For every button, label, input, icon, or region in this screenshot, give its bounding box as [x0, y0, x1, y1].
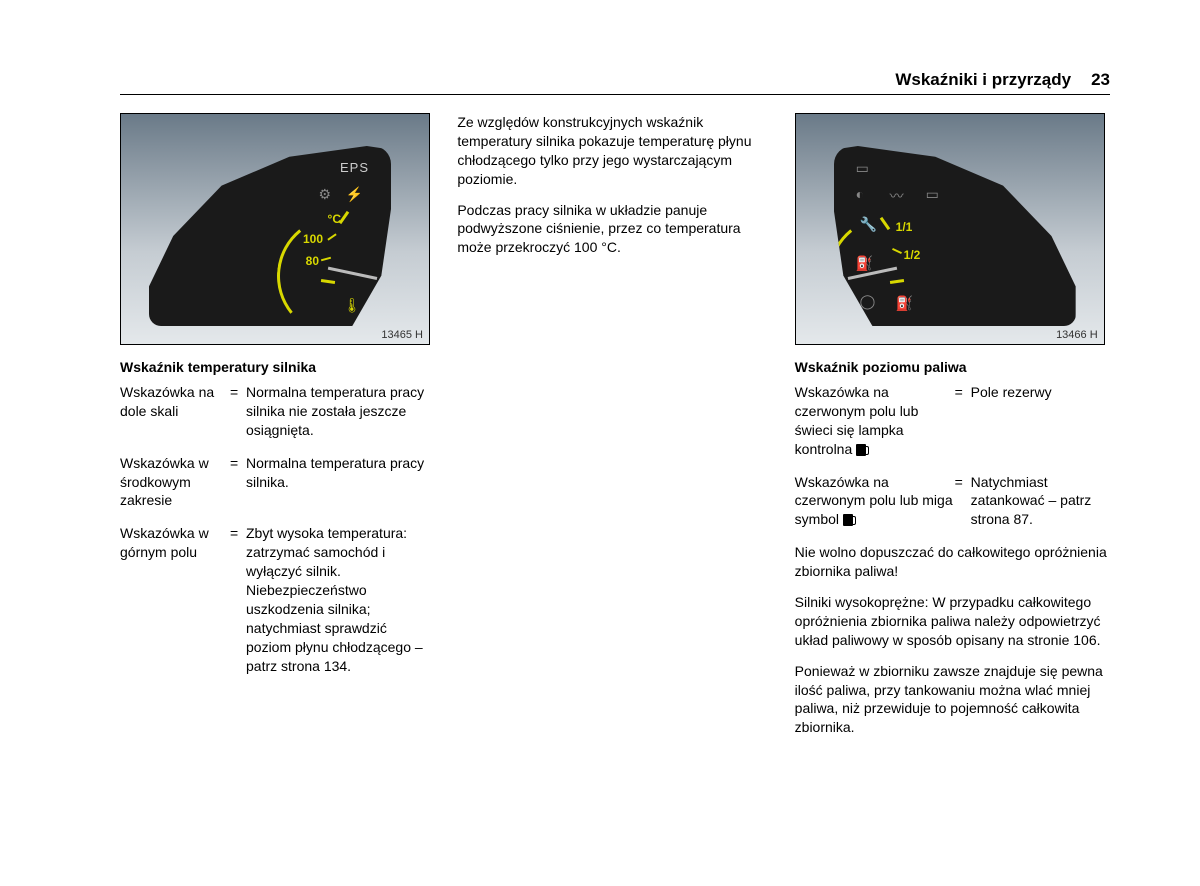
engine-icon: ⚡ [346, 186, 363, 203]
temperature-gauge-figure: EPS ⚙ ⚡ °C 100 80 🌡 13465 H [120, 113, 430, 345]
gauge-cluster-right: ▭ ◐ 〰 ▭ 🔧 1/1 1/2 ⛽ ⛽ ◯ [834, 146, 1076, 326]
content-columns: EPS ⚙ ⚡ °C 100 80 🌡 13465 H Wskaźnik tem… [120, 113, 1110, 749]
page-number: 23 [1091, 70, 1110, 90]
eps-label: EPS [340, 160, 369, 175]
col3-para1: Nie wolno dopuszczać do całkowitego opró… [795, 543, 1110, 581]
manual-page: Wskaźniki i przyrządy 23 EPS ⚙ ⚡ °C 100 … [0, 0, 1200, 749]
col2-para1: Ze względów konstrukcyjnych wskaźnik tem… [457, 113, 772, 189]
figure-code: 13465 H [381, 329, 423, 341]
def-row: Wskazówka na czerwonym polu lub świeci s… [795, 383, 1110, 459]
def-desc: Natychmiast zatankować – patrz strona 87… [971, 473, 1110, 530]
unit-c: °C [328, 210, 341, 228]
col1-heading: Wskaźnik temperatury silnika [120, 359, 435, 375]
mark-80: 80 [306, 252, 319, 270]
col2-para2: Podczas pracy silnika w układzie panuje … [457, 201, 772, 258]
def-term: Wskazówka na czerwonym polu lub miga sym… [795, 473, 955, 530]
def-row: Wskazówka na czerwonym polu lub miga sym… [795, 473, 1110, 530]
def-term: Wskazówka w górnym polu [120, 524, 230, 562]
fuel-gauge-figure: ▭ ◐ 〰 ▭ 🔧 1/1 1/2 ⛽ ⛽ ◯ 13466 H [795, 113, 1105, 345]
temp-icon: 🌡 [343, 297, 361, 314]
def-desc: Zbyt wysoka temperatura: zatrzymać samoc… [246, 524, 435, 675]
oil-icon: ⚙ [318, 186, 331, 203]
def-term: Wskazówka w środkowym zakresie [120, 454, 230, 511]
equals: = [230, 383, 246, 402]
indicator-icon: ◐ [856, 186, 864, 202]
col3-heading: Wskaźnik poziomu paliwa [795, 359, 1110, 375]
airbag-icon: ◯ [860, 293, 876, 310]
column-3: ▭ ◐ 〰 ▭ 🔧 1/1 1/2 ⛽ ⛽ ◯ 13466 H [795, 113, 1110, 749]
mark-full: 1/1 [896, 218, 913, 236]
fuel-pump-icon [856, 444, 866, 456]
col3-para2: Silniki wysokoprężne: W przypadku całkow… [795, 593, 1110, 650]
seatbelt-icon: ▭ [856, 160, 869, 177]
def-term: Wskazówka na dole skali [120, 383, 230, 421]
def-term: Wskazówka na czerwonym polu lub świeci s… [795, 383, 955, 459]
page-header: Wskaźniki i przyrządy 23 [120, 70, 1110, 95]
def-desc: Normalna temperatura pracy silnika nie z… [246, 383, 435, 440]
def-row: Wskazówka na dole skali = Normalna tempe… [120, 383, 435, 440]
column-2: Ze względów konstrukcyjnych wskaźnik tem… [457, 113, 772, 749]
fuel-pump-icon: ⛽ [856, 255, 873, 272]
gauge-cluster-left: EPS ⚙ ⚡ °C 100 80 🌡 [149, 146, 391, 326]
def-row: Wskazówka w górnym polu = Zbyt wysoka te… [120, 524, 435, 675]
col3-para3: Ponieważ w zbiorniku zawsze znajduje się… [795, 662, 1110, 738]
equals: = [230, 524, 246, 543]
def-desc: Normalna temperatura pracy silnika. [246, 454, 435, 492]
figure-code: 13466 H [1056, 329, 1098, 341]
header-title: Wskaźniki i przyrządy [895, 70, 1071, 90]
glow-icon: 〰 [890, 186, 904, 206]
equals: = [955, 383, 971, 402]
def-term-text: Wskazówka na czerwonym polu lub miga sym… [795, 474, 953, 528]
temp-arc [271, 210, 403, 342]
fuel-pump-icon [843, 514, 853, 526]
battery-icon: ▭ [926, 186, 939, 203]
equals: = [955, 473, 971, 492]
def-desc: Pole rezerwy [971, 383, 1110, 402]
mark-100: 100 [303, 230, 323, 248]
equals: = [230, 454, 246, 473]
fuel-pump-icon: ⛽ [896, 295, 913, 312]
column-1: EPS ⚙ ⚡ °C 100 80 🌡 13465 H Wskaźnik tem… [120, 113, 435, 749]
mark-half: 1/2 [904, 246, 921, 264]
def-row: Wskazówka w środkowym zakresie = Normaln… [120, 454, 435, 511]
